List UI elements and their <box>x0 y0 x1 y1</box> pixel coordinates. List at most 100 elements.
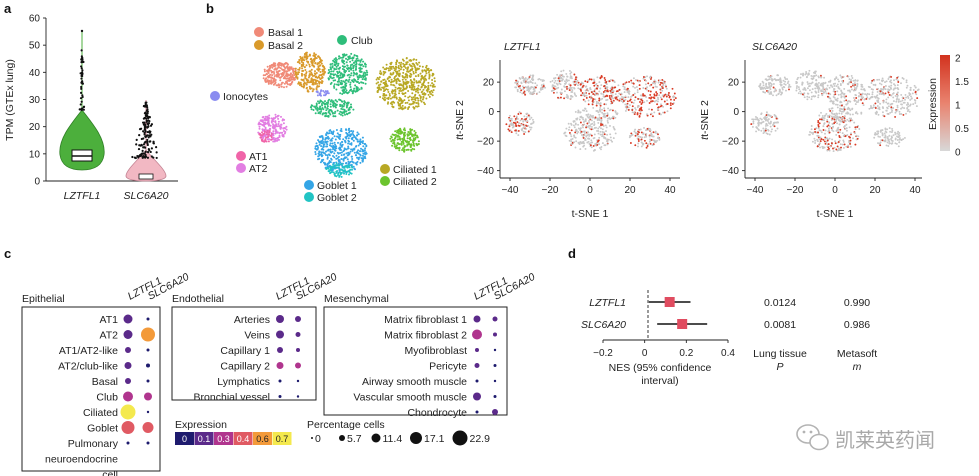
tsne-expression-point <box>818 114 821 117</box>
tsne-expression-point <box>581 124 584 127</box>
tsne-cluster-point <box>402 141 405 144</box>
tsne-expression-point <box>853 99 856 102</box>
tsne-expression-point <box>811 133 814 135</box>
tsne-expression-point <box>816 87 819 90</box>
tsne-expression-point <box>627 96 630 99</box>
tsne-cluster-point <box>341 86 344 89</box>
tsne-expression-point <box>633 99 636 102</box>
tsne-cluster-point <box>286 73 289 76</box>
tsne-expression-point <box>531 86 534 89</box>
tsne-cluster-point <box>413 81 416 84</box>
tsne-expression-point <box>851 119 854 122</box>
tsne-expression-point <box>609 124 611 127</box>
tsne-cluster-point <box>328 129 331 132</box>
tsne-cluster-point <box>301 74 303 77</box>
slc6a20-outlier-dot <box>149 135 152 138</box>
lztfl1-outlier-dot <box>81 71 84 74</box>
tsne-expression-point <box>659 91 662 94</box>
tsne-expression-point <box>784 78 787 80</box>
slc6a20-outlier-dot <box>137 147 141 151</box>
tsne-expression-point <box>828 125 831 128</box>
tsne-cluster-point <box>348 131 351 134</box>
tsne-expression-point <box>606 87 608 90</box>
tsne-x-tick-label: 40 <box>664 185 676 196</box>
tsne-expression-point <box>597 140 600 142</box>
tsne-expression-point <box>577 141 580 144</box>
tsne-expression-point <box>632 77 635 80</box>
tsne-expression-point <box>668 95 671 98</box>
tsne-cluster-point <box>329 75 332 78</box>
tsne-expression-point <box>834 77 836 80</box>
tsne-expression-point <box>839 93 842 96</box>
tsne-expression-point <box>876 78 879 81</box>
tsne-expression-point <box>586 81 589 83</box>
tsne-expression-point <box>591 116 594 119</box>
tsne-cluster-point <box>364 72 367 74</box>
tsne-expression-point <box>643 94 646 97</box>
tsne-cluster-point <box>414 88 417 91</box>
tsne-expression-point <box>650 132 653 135</box>
tsne-expression-point <box>845 99 848 102</box>
tsne-cluster-point <box>356 140 359 143</box>
tsne-cluster-point <box>329 113 332 116</box>
tsne-cluster-point <box>344 169 346 172</box>
tsne-expression-point <box>623 82 626 85</box>
tsne-cluster-point <box>340 145 343 148</box>
tsne-cluster-point <box>278 63 281 66</box>
tsne-expression-point <box>778 88 781 91</box>
tsne-expression-point <box>598 108 601 111</box>
tsne-cluster-point <box>345 53 348 56</box>
tsne-cluster-point <box>325 115 328 118</box>
tsne-expression-point <box>807 72 810 75</box>
tsne-cluster-point <box>400 132 403 135</box>
slc6a20-outlier-dot <box>146 151 150 154</box>
tsne-expression-point <box>609 136 612 139</box>
tsne-expression-point <box>532 120 535 123</box>
tsne-cluster-point <box>333 83 336 86</box>
tsne-cluster-point <box>422 101 425 104</box>
tsne-cluster-point <box>404 73 407 76</box>
tsne-expression-point <box>884 88 887 91</box>
tsne-expression-point <box>819 142 821 145</box>
tsne-expression-point <box>764 124 767 127</box>
tsne-expression-point <box>630 132 633 135</box>
tsne-expression-point <box>673 95 676 98</box>
tsne-cluster-point <box>394 68 397 70</box>
tsne-cluster-point <box>337 84 340 87</box>
tsne-cluster-point <box>285 74 288 77</box>
tsne-cluster-point <box>348 56 351 59</box>
tsne-cluster-point <box>409 144 412 147</box>
tsne-expression-point <box>862 88 865 91</box>
tsne-expression-point <box>755 126 758 129</box>
tsne-cluster-point <box>277 83 280 86</box>
tsne-expression-point <box>854 126 857 129</box>
tsne-cluster-point <box>342 158 345 161</box>
tsne-expression-point <box>649 78 652 80</box>
tsne-cluster-point <box>403 145 406 147</box>
tsne-cluster-point <box>323 91 326 94</box>
tsne-cluster-point <box>302 58 305 61</box>
tsne-cluster-point <box>362 60 365 63</box>
tsne-expression-point <box>825 112 828 115</box>
tsne-expression-point <box>812 75 815 78</box>
tsne-cluster-point <box>335 58 338 61</box>
tsne-cluster-point <box>314 82 317 85</box>
tsne-expression-point <box>604 124 607 127</box>
tsne-cluster-point <box>310 57 313 60</box>
tsne-expression-point <box>890 84 893 87</box>
tsne-expression-point <box>905 81 908 84</box>
tsne-expression-point <box>519 91 522 94</box>
tsne-expression-point <box>806 81 809 84</box>
tsne-expression-point <box>853 132 856 135</box>
tsne-expression-point <box>634 96 637 99</box>
tsne-cluster-point <box>267 119 270 122</box>
tsne-cluster-point <box>344 87 347 90</box>
slc6a20-outlier-dot <box>148 116 151 119</box>
tsne-cluster-point <box>398 99 401 102</box>
tsne-expression-point <box>570 77 573 80</box>
tsne-expression-point <box>761 80 764 83</box>
tsne-cluster-point <box>292 67 295 70</box>
tsne-cluster-point <box>361 159 364 162</box>
tsne-cluster-point <box>317 139 320 142</box>
tsne-cluster-point <box>382 66 385 69</box>
